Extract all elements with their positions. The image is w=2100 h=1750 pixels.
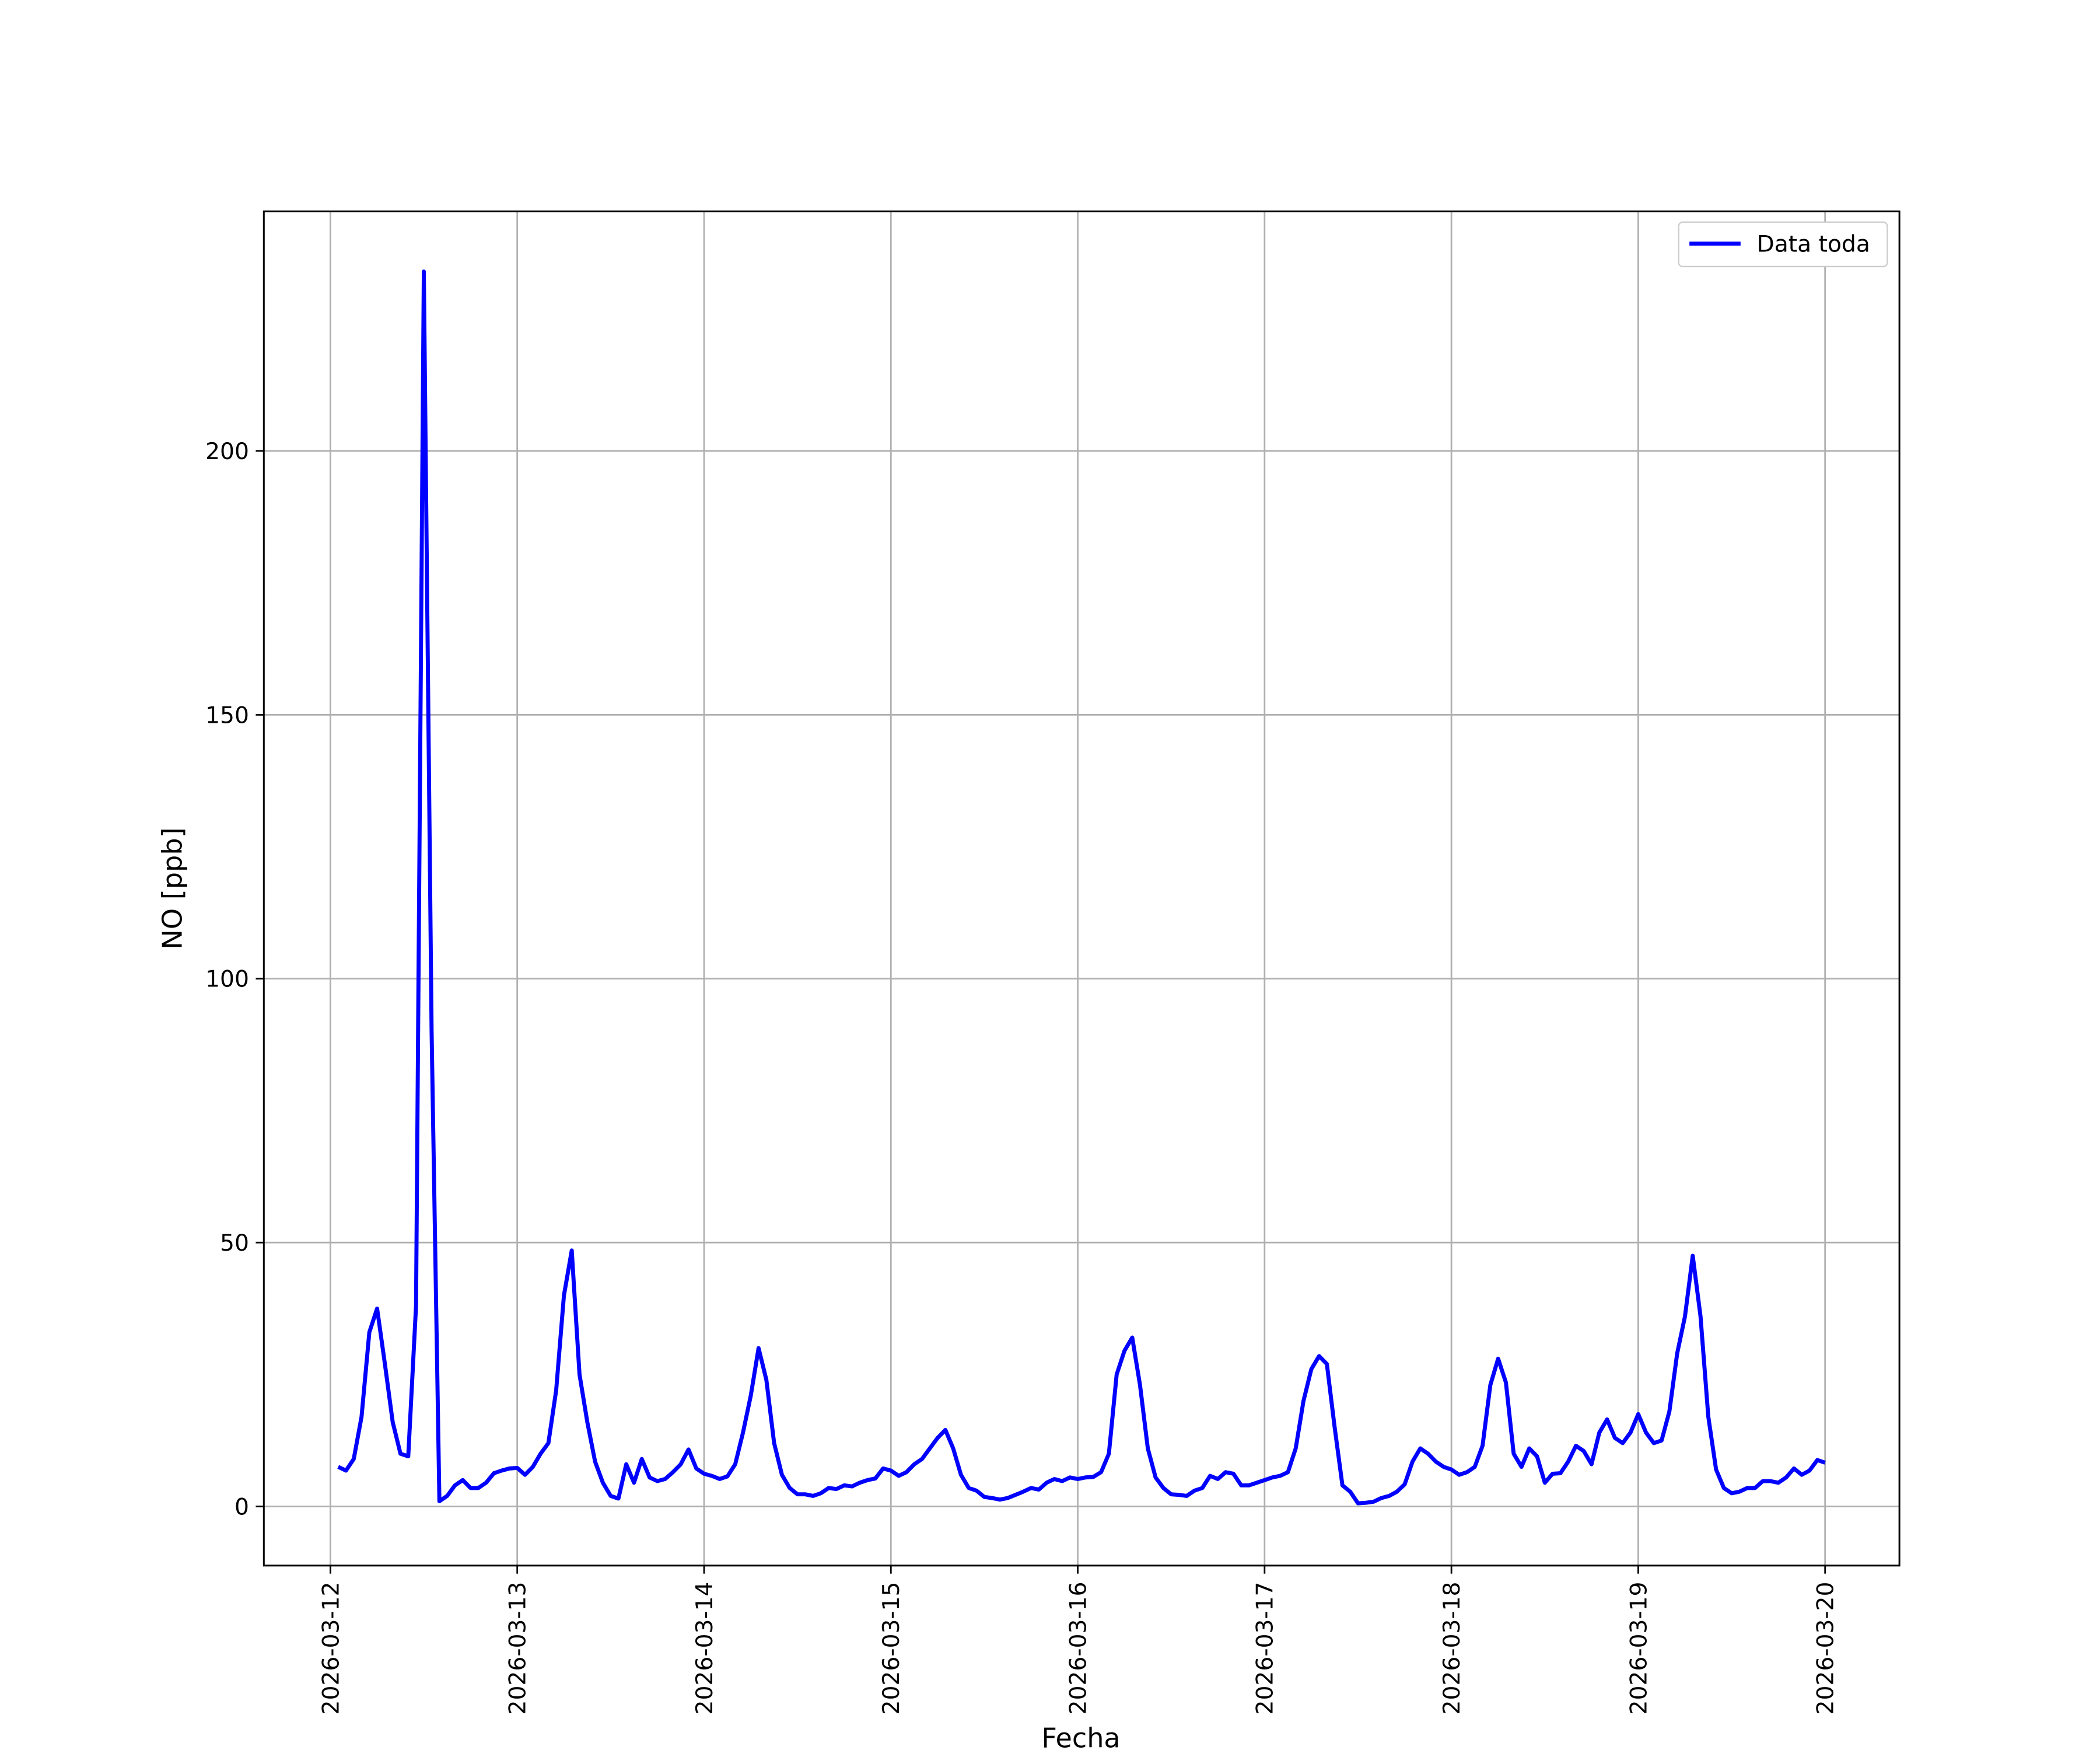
x-tick-label: 2026-03-14 [692,1582,718,1715]
y-tick-label: 0 [235,1494,249,1520]
legend-label: Data toda [1757,232,1870,258]
x-tick-label: 2026-03-15 [878,1582,905,1715]
y-axis-label: NO [ppb] [157,827,188,949]
y-tick-label: 50 [220,1230,249,1256]
x-tick-label: 2026-03-20 [1813,1582,1839,1715]
data-line [337,269,1826,1506]
x-tick-label: 2026-03-12 [318,1582,344,1715]
x-axis-label: Fecha [1041,1722,1120,1750]
x-tick-label: 2026-03-17 [1252,1582,1279,1715]
tick-layer: 0 50 100 150 200 2026-03-12 2026-03-13 2026-03-… [205,439,1839,1715]
x-tick-label: 2026-03-16 [1065,1582,1091,1715]
grid-layer [264,211,1900,1566]
plot-layer [337,269,1826,1506]
axes-frame [262,210,1901,1567]
y-tick-label: 100 [205,967,249,993]
y-tick-label: 200 [205,439,249,465]
legend: Data toda [1678,221,1888,268]
y-tick-label: 150 [205,702,249,729]
x-tick-label: 2026-03-13 [505,1582,531,1715]
legend-box [1678,221,1888,268]
x-tick-label: 2026-03-18 [1439,1582,1465,1715]
x-tick-label: 2026-03-19 [1626,1582,1652,1715]
